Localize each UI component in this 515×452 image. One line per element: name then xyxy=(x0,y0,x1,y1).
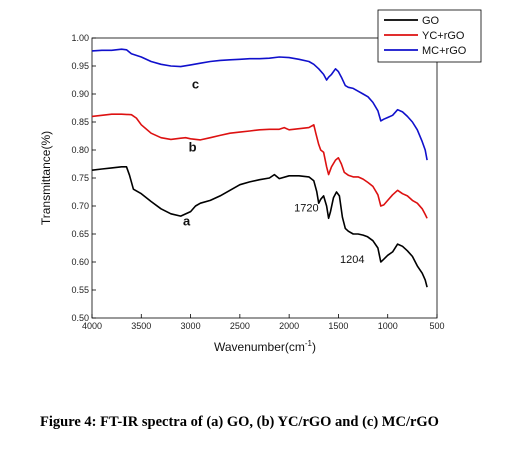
series-layer xyxy=(91,48,428,288)
x-tick-label: 3500 xyxy=(131,321,151,331)
legend-label-1: YC+rGO xyxy=(422,30,465,42)
annotation-1204: 1204 xyxy=(340,254,364,266)
x-axis-title-sup: -1 xyxy=(305,339,313,348)
y-tick-label: 1.00 xyxy=(71,33,89,43)
annotation-a: a xyxy=(183,214,191,229)
y-tick-label: 0.60 xyxy=(71,257,89,267)
x-tick-label: 1500 xyxy=(328,321,348,331)
legend-box xyxy=(377,9,482,63)
y-tick-label: 0.85 xyxy=(71,117,89,127)
annotations: c b a 1720 1204 xyxy=(183,76,364,266)
annotation-1720: 1720 xyxy=(294,203,318,215)
x-axis-title-end: ) xyxy=(312,340,316,354)
y-tick-label: 0.75 xyxy=(71,173,89,183)
y-tick-label: 0.65 xyxy=(71,229,89,239)
x-tick-label: 500 xyxy=(429,321,444,331)
figure-caption: Figure 4: FT-IR spectra of (a) GO, (b) Y… xyxy=(40,414,439,430)
x-tick-label: 2000 xyxy=(279,321,299,331)
y-axis-title: Transmittance(%) xyxy=(39,131,53,225)
series-line-1 xyxy=(91,113,428,219)
legend-label-0: GO xyxy=(422,15,440,27)
legend-items: GO YC+rGO MC+rGO xyxy=(384,15,467,57)
legend-label-2: MC+rGO xyxy=(422,45,467,57)
series-line-0 xyxy=(91,166,428,288)
x-tick-label: 1000 xyxy=(378,321,398,331)
x-axis-ticks: 4000 3500 3000 2500 2000 1500 1000 500 xyxy=(82,314,445,331)
y-tick-label: 0.70 xyxy=(71,201,89,211)
x-tick-label: 2500 xyxy=(230,321,250,331)
x-axis-title: Wavenumber(cm-1) xyxy=(214,339,316,354)
ftir-chart: 4000 3500 3000 2500 2000 1500 1000 500 0.50 0.55… xyxy=(39,9,482,354)
y-axis-ticks: 0.50 0.55 0.60 0.65 0.70 0.75 0.80 0.85 0.90 0.95… xyxy=(71,33,96,323)
legend: GO YC+rGO MC+rGO xyxy=(377,9,482,63)
y-tick-label: 0.50 xyxy=(71,313,89,323)
y-tick-label: 0.90 xyxy=(71,89,89,99)
annotation-c: c xyxy=(192,76,199,91)
plot-frame xyxy=(91,37,438,319)
series-line-2 xyxy=(91,48,428,161)
y-tick-label: 0.55 xyxy=(71,285,89,295)
annotation-b: b xyxy=(189,140,197,155)
x-axis-title-main: Wavenumber(cm xyxy=(214,340,305,354)
y-tick-label: 0.95 xyxy=(71,61,89,71)
y-tick-label: 0.80 xyxy=(71,145,89,155)
x-tick-label: 4000 xyxy=(82,321,102,331)
x-tick-label: 3000 xyxy=(181,321,201,331)
